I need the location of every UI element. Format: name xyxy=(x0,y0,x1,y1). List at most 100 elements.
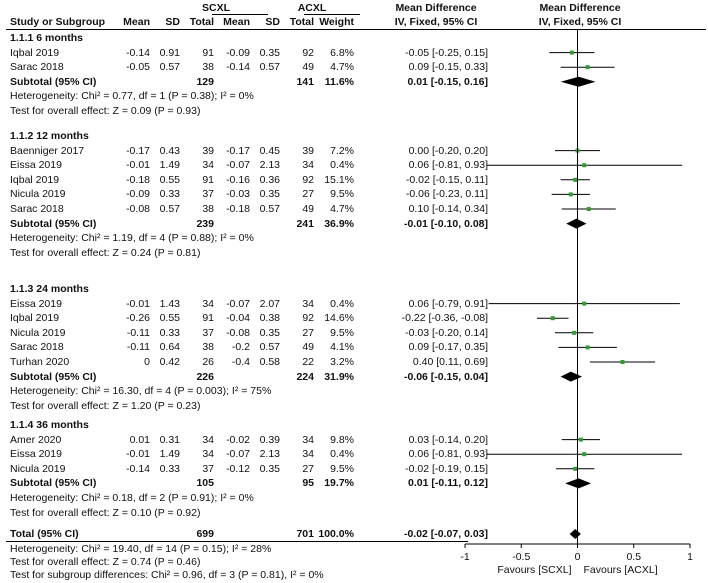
study-m1: -0.01 xyxy=(126,159,150,172)
study-weight: 15.1% xyxy=(324,173,354,186)
total-n1: 699 xyxy=(196,528,214,540)
study-name: Eissa 2019 xyxy=(10,297,62,310)
study-n1: 37 xyxy=(202,462,214,475)
study-sd1: 0.33 xyxy=(159,326,180,339)
study-n2: 27 xyxy=(302,188,314,201)
study-n2: 34 xyxy=(302,433,314,446)
subtotal-n2: 95 xyxy=(302,477,314,490)
total-overall-effect-text: Test for overall effect: Z = 0.74 (P = 0… xyxy=(10,556,201,568)
subtotal-n2: 224 xyxy=(296,370,314,383)
study-ci-text: 0.06 [-0.81, 0.93] xyxy=(408,448,488,461)
total-n2: 701 xyxy=(296,528,314,540)
study-m2: -0.02 xyxy=(226,433,250,446)
study-name: Nicula 2019 xyxy=(10,462,66,475)
study-weight: 0.4% xyxy=(330,297,354,310)
study-2-1-point xyxy=(550,316,555,321)
study-sd2: 0.35 xyxy=(259,46,280,59)
heterogeneity-text: Heterogeneity: Chi² = 1.19, df = 4 (P = … xyxy=(10,232,254,245)
study-3-2-point xyxy=(573,466,578,471)
study-2-2-point xyxy=(572,330,577,335)
subtotal-ci-text: 0.01 [-0.11, 0.12] xyxy=(408,477,488,490)
study-m1: -0.17 xyxy=(126,144,150,157)
total-weight: 100.0% xyxy=(318,528,354,540)
study-sd1: 0.31 xyxy=(159,433,180,446)
study-sd1: 0.64 xyxy=(159,341,180,354)
study-m1: 0 xyxy=(144,356,150,368)
total2-header: Total xyxy=(289,16,314,28)
study-m1: -0.14 xyxy=(126,46,150,59)
study-name: Amer 2020 xyxy=(10,433,62,446)
study-weight: 14.6% xyxy=(324,312,354,325)
footer-rule xyxy=(6,541,468,542)
study-m2: -0.07 xyxy=(226,448,250,461)
total-label: Total (95% CI) xyxy=(10,528,79,540)
study-m1: -0.11 xyxy=(126,326,150,339)
study-n2: 39 xyxy=(302,144,314,157)
subtotal-n1: 226 xyxy=(196,370,214,383)
subtotal-n2: 241 xyxy=(296,217,314,230)
study-name: Eissa 2019 xyxy=(10,448,62,461)
study-sd2: 0.36 xyxy=(259,173,280,186)
plot-header: Mean Difference xyxy=(539,2,621,14)
study-sd2: 0.58 xyxy=(259,356,280,368)
study-name: Baenniger 2017 xyxy=(10,144,85,157)
study-sd2: 0.35 xyxy=(259,462,280,475)
x-tick-label: 1 xyxy=(687,551,693,563)
study-3-1-point xyxy=(582,452,587,457)
study-name: Nicula 2019 xyxy=(10,326,66,339)
study-n2: 49 xyxy=(302,203,314,215)
study-n1: 34 xyxy=(202,433,214,446)
total-diamond xyxy=(569,529,581,539)
study-name: Sarac 2018 xyxy=(10,203,64,215)
study-weight: 9.5% xyxy=(330,326,354,339)
study-m1: -0.01 xyxy=(126,297,150,310)
study-sd1: 0.55 xyxy=(159,173,180,186)
study-1-2-point xyxy=(573,177,578,182)
study-n1: 37 xyxy=(202,326,214,339)
study-n2: 22 xyxy=(302,356,314,368)
study-weight: 0.4% xyxy=(330,448,354,461)
x-tick-label: -1 xyxy=(460,551,469,563)
study-name: Iqbal 2019 xyxy=(10,46,60,59)
study-m1: -0.05 xyxy=(126,61,150,74)
study-n1: 91 xyxy=(202,173,214,186)
study-1-4-point xyxy=(586,207,591,211)
study-n2: 27 xyxy=(302,462,314,475)
study-m2: -0.17 xyxy=(226,144,250,157)
total-heterogeneity-text: Heterogeneity: Chi² = 19.40, df = 14 (P … xyxy=(10,543,272,555)
header-rule xyxy=(6,29,706,30)
study-2-3-point xyxy=(585,345,590,350)
subtotal-label: Subtotal (95% CI) xyxy=(10,477,97,490)
weight-header: Weight xyxy=(319,16,354,28)
study-n2: 34 xyxy=(302,159,314,172)
study-m2: -0.12 xyxy=(226,462,250,475)
heterogeneity-text: Heterogeneity: Chi² = 0.18, df = 2 (P = … xyxy=(10,492,254,504)
study-1-3-point xyxy=(568,192,573,197)
study-ci-text: 0.06 [-0.79, 0.91] xyxy=(408,297,488,310)
study-m2: -0.18 xyxy=(226,203,250,215)
study-n2: 92 xyxy=(302,46,314,59)
subtotal-diamond-2 xyxy=(560,371,582,382)
study-name: Nicula 2019 xyxy=(10,188,66,201)
study-sd2: 2.13 xyxy=(259,159,280,172)
group2-underline xyxy=(304,14,360,15)
study-n1: 38 xyxy=(202,61,214,74)
study-ci-text: 0.09 [-0.17, 0.35] xyxy=(408,341,488,354)
heterogeneity-text: Heterogeneity: Chi² = 0.77, df = 1 (P = … xyxy=(10,90,254,103)
study-ci-text: -0.05 [-0.25, 0.15] xyxy=(405,46,488,59)
mean2-header: Mean xyxy=(223,16,250,28)
study-sd2: 0.57 xyxy=(259,61,280,74)
favours-left-label: Favours [SCXL] xyxy=(497,564,571,576)
subtotal-label: Subtotal (95% CI) xyxy=(10,370,97,383)
study-n1: 38 xyxy=(202,203,214,215)
subtotal-n1: 105 xyxy=(196,477,214,490)
study-3-0-point xyxy=(578,437,583,442)
study-n1: 34 xyxy=(202,448,214,461)
study-n1: 39 xyxy=(202,144,214,157)
subgroup-title: 1.1.4 36 months xyxy=(10,419,89,431)
study-ci-text: 0.40 [0.11, 0.69] xyxy=(412,356,488,368)
study-weight: 9.8% xyxy=(330,433,354,446)
plot-subheader: IV, Fixed, 95% CI xyxy=(538,16,622,28)
study-m2: -0.07 xyxy=(226,159,250,172)
study-m1: -0.26 xyxy=(126,312,150,325)
